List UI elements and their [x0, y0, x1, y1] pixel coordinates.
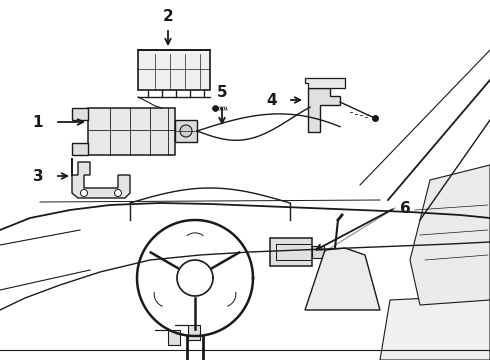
- Text: 4: 4: [267, 93, 277, 108]
- Circle shape: [180, 125, 192, 137]
- Polygon shape: [72, 143, 88, 155]
- Text: 5: 5: [217, 85, 227, 99]
- Polygon shape: [155, 330, 180, 345]
- Polygon shape: [72, 158, 130, 198]
- Bar: [270, 238, 312, 266]
- Polygon shape: [175, 325, 200, 340]
- Polygon shape: [305, 78, 345, 88]
- Bar: [138, 50, 210, 90]
- Circle shape: [80, 189, 88, 197]
- Bar: [312, 246, 324, 258]
- Polygon shape: [380, 295, 490, 360]
- Circle shape: [115, 189, 122, 197]
- Text: 6: 6: [400, 201, 411, 216]
- Bar: [88, 108, 175, 155]
- Polygon shape: [308, 88, 340, 132]
- Text: 2: 2: [163, 9, 173, 23]
- Text: 1: 1: [33, 114, 43, 130]
- Polygon shape: [72, 108, 88, 120]
- Polygon shape: [410, 165, 490, 305]
- Text: 3: 3: [33, 168, 43, 184]
- Bar: [175, 120, 197, 142]
- Polygon shape: [305, 248, 380, 310]
